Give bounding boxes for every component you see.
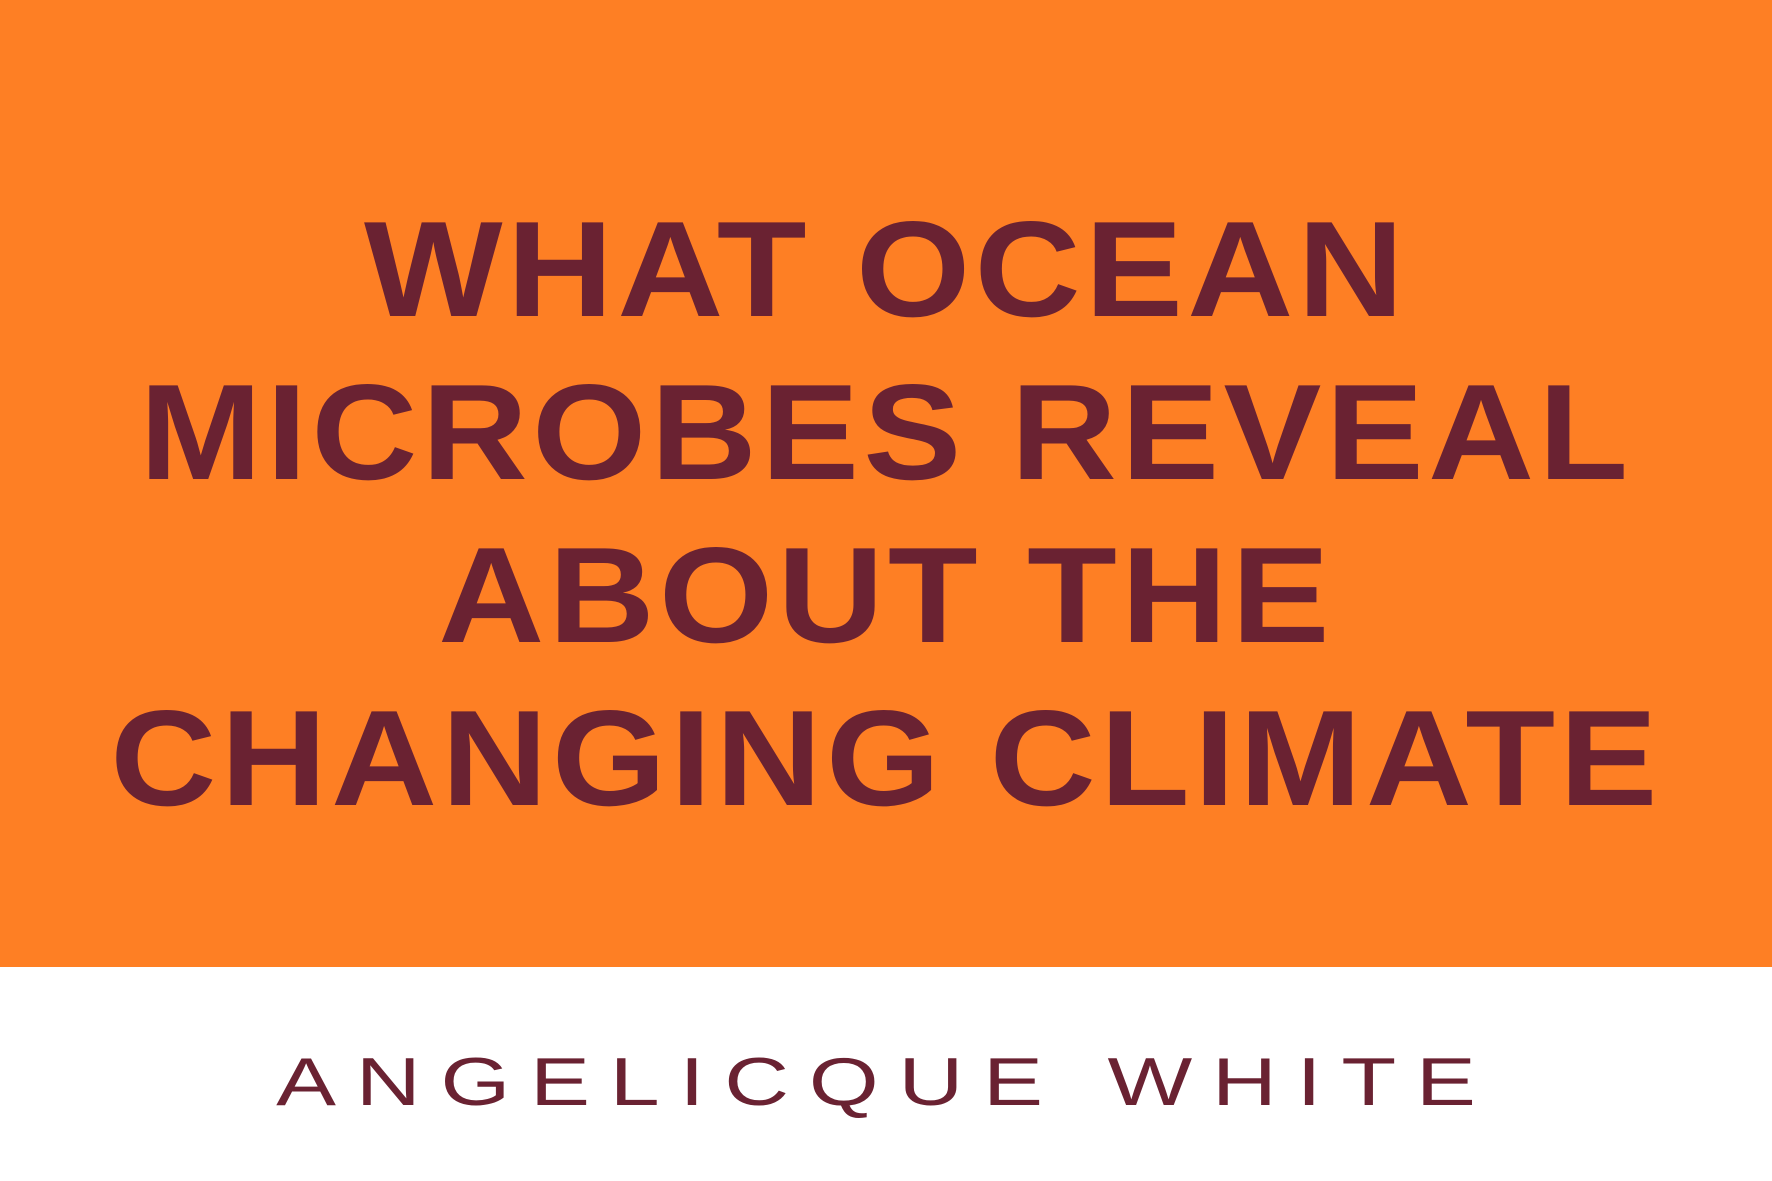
title-line-4: CHANGING CLIMATE [110, 682, 1662, 834]
author-footer [0, 967, 1772, 1181]
title-line-1: WHAT OCEAN [363, 193, 1409, 345]
cover-title: WHAT OCEAN MICROBES REVEAL ABOUT THE CHA… [0, 188, 1772, 840]
title-line-3: ABOUT THE [438, 519, 1334, 671]
author-name-row: ANGELICQUE WHITE [0, 1042, 1772, 1122]
author-name: ANGELICQUE WHITE [276, 1044, 1496, 1120]
title-line-2: MICROBES REVEAL [139, 356, 1633, 508]
title-banner [0, 0, 1772, 967]
